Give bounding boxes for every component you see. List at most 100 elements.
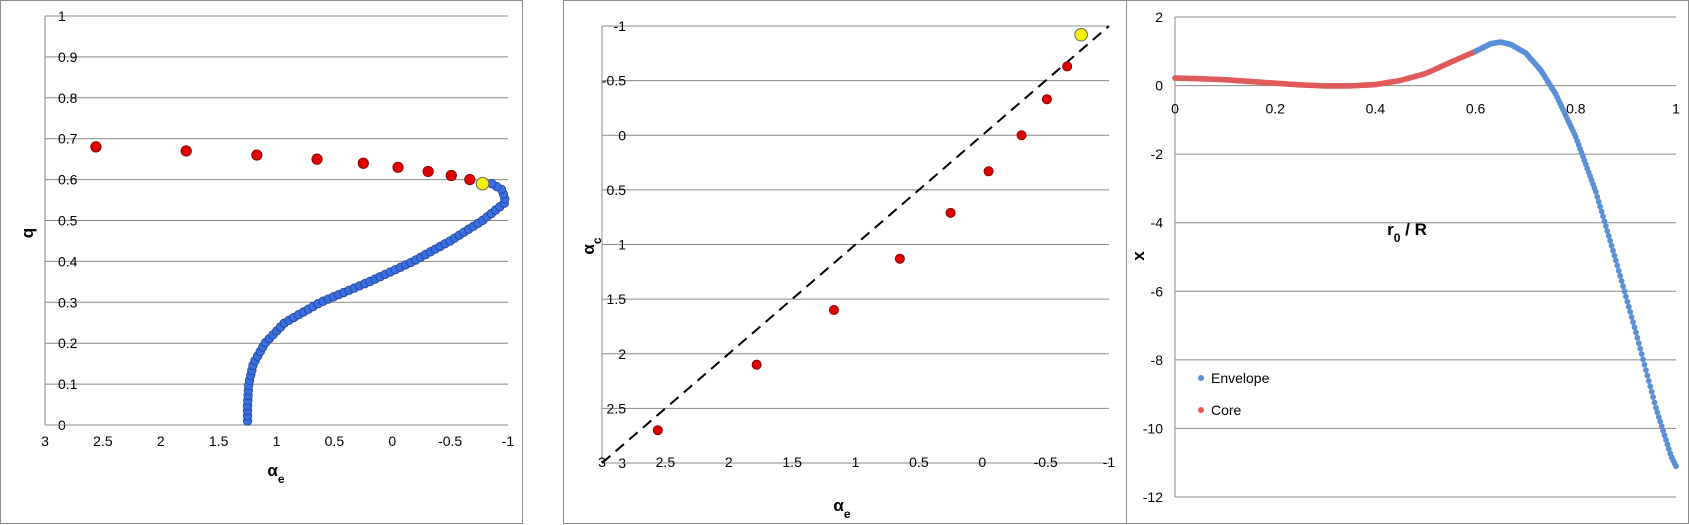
x-tick-label: 1.5 <box>782 454 802 470</box>
data-point-envelope <box>1617 272 1624 279</box>
data-point-envelope <box>1625 303 1632 310</box>
x-tick-label: 2 <box>725 454 733 470</box>
y-tick-label: 0 <box>618 127 626 143</box>
x-tick-label: 2.5 <box>93 433 113 449</box>
y-axis-label: αc <box>579 237 604 254</box>
data-point-envelope <box>1618 278 1625 284</box>
data-point-envelope <box>1665 446 1672 452</box>
data-point-envelope <box>1610 247 1616 254</box>
legend-marker-core <box>1198 407 1204 413</box>
x-axis-label: r0 / R <box>1387 220 1427 245</box>
y-tick-label: 1 <box>58 8 66 24</box>
data-point-envelope <box>1621 288 1628 295</box>
data-point-envelope <box>1594 193 1601 200</box>
data-point-envelope <box>1650 394 1656 400</box>
data-point-yellow <box>1074 27 1088 42</box>
data-point-red <box>1041 94 1052 105</box>
y-axis-label: x <box>1129 251 1148 261</box>
data-point-red <box>392 161 404 173</box>
x-tick-label: 0.2 <box>1265 101 1285 117</box>
data-point-yellow <box>475 176 490 191</box>
data-point-envelope <box>1595 198 1602 205</box>
x-tick-label: 1 <box>1672 101 1680 117</box>
x-tick-label: 2 <box>157 433 165 449</box>
data-point-envelope <box>1638 351 1645 357</box>
y-tick-label: -8 <box>1151 352 1164 368</box>
data-point-envelope <box>1663 436 1669 443</box>
data-point-envelope <box>1602 223 1609 230</box>
legend-label-envelope: Envelope <box>1211 370 1270 386</box>
data-point-red <box>445 169 457 182</box>
x-tick-label: 0 <box>1171 101 1179 117</box>
data-point-red <box>90 141 102 153</box>
chart-x-vs-r0: 2 0 -2 -4 -6 -8 -10 -12 0 0.2 0.4 0.6 0.8 1 r0 / R x Env… <box>1129 9 1680 505</box>
data-point-envelope <box>1657 418 1664 425</box>
data-point-red <box>983 166 994 177</box>
data-point-envelope <box>1640 356 1646 363</box>
x-tick-label: 1 <box>852 454 860 470</box>
y-tick-label: -2 <box>1151 146 1164 162</box>
data-point-red <box>945 207 956 218</box>
y-tick-label: 0.7 <box>58 131 78 147</box>
chart-panel-x-vs-r0: 2 0 -2 -4 -6 -8 -10 -12 0 0.2 0.4 0.6 0.8 1 r0 / R x Env… <box>1126 0 1689 524</box>
data-point-envelope <box>1620 283 1626 290</box>
data-point-envelope <box>1624 298 1631 305</box>
y-tick-label: 2 <box>1155 9 1163 25</box>
y-tick-label: 1 <box>618 237 626 253</box>
data-point-envelope <box>1648 388 1655 395</box>
y-tick-label: 2.5 <box>607 400 627 416</box>
data-point-red <box>180 145 192 157</box>
data-point-envelope <box>1637 345 1644 352</box>
y-tick-label: 0.2 <box>58 335 78 351</box>
y-tick-label: 1.5 <box>607 291 627 307</box>
y-tick-label: -4 <box>1151 215 1164 231</box>
data-point-envelope <box>1600 213 1606 220</box>
data-point-envelope <box>1604 228 1611 234</box>
data-point-red <box>1062 61 1073 72</box>
data-point-envelope <box>1592 188 1599 195</box>
x-tick-label: 1 <box>273 433 281 449</box>
data-point-envelope <box>1607 237 1614 244</box>
data-point-red <box>251 149 263 161</box>
y-tick-label: 0.1 <box>58 376 78 392</box>
x-tick-label: -0.5 <box>1034 454 1058 470</box>
y-tick-label: 0.9 <box>58 49 78 65</box>
data-point-envelope <box>1635 340 1642 347</box>
y-axis-label: q <box>18 228 37 238</box>
data-point-red <box>311 153 323 165</box>
data-point-envelope <box>1645 378 1652 384</box>
data-point-red <box>422 165 434 178</box>
x-tick-label: 0.4 <box>1366 101 1386 117</box>
data-point-envelope <box>1631 324 1638 331</box>
x-tick-label: 0.5 <box>325 433 345 449</box>
y-tick-label: 0 <box>1155 78 1163 94</box>
data-point-envelope <box>1641 361 1648 368</box>
legend-marker-envelope <box>1198 375 1204 381</box>
data-point-envelope <box>1647 383 1654 390</box>
data-point-envelope <box>1653 404 1659 411</box>
data-point-envelope <box>1627 308 1634 315</box>
data-point-red <box>828 305 839 316</box>
legend-label-core: Core <box>1211 402 1242 418</box>
data-point-envelope <box>1634 334 1641 341</box>
data-point-envelope <box>1643 367 1649 374</box>
data-point-envelope <box>1615 267 1622 274</box>
x-tick-label: 0.5 <box>909 454 929 470</box>
x-tick-label: 0.6 <box>1466 101 1486 117</box>
y-tick-label: 0.8 <box>58 90 78 106</box>
x-tick-label: -1 <box>502 433 515 449</box>
data-point-envelope <box>1611 252 1618 259</box>
data-point-envelope <box>1605 233 1612 239</box>
chart-alpha-c-vs-alpha-e: 32.521.510.50-0.5-132.521.510.50-0.5-1αe… <box>579 18 1115 521</box>
data-point-envelope <box>1628 314 1635 320</box>
data-point-envelope <box>1612 257 1619 264</box>
data-point-envelope <box>1608 242 1615 249</box>
data-point-envelope <box>1651 399 1658 406</box>
x-tick-label: -0.5 <box>438 433 462 449</box>
data-point-red <box>894 253 905 264</box>
data-point-envelope <box>1655 414 1662 420</box>
y-tick-label: 0.6 <box>58 172 78 188</box>
data-point-red <box>464 174 476 186</box>
data-point-envelope <box>1597 203 1604 210</box>
y-tick-label: 2 <box>618 346 626 362</box>
